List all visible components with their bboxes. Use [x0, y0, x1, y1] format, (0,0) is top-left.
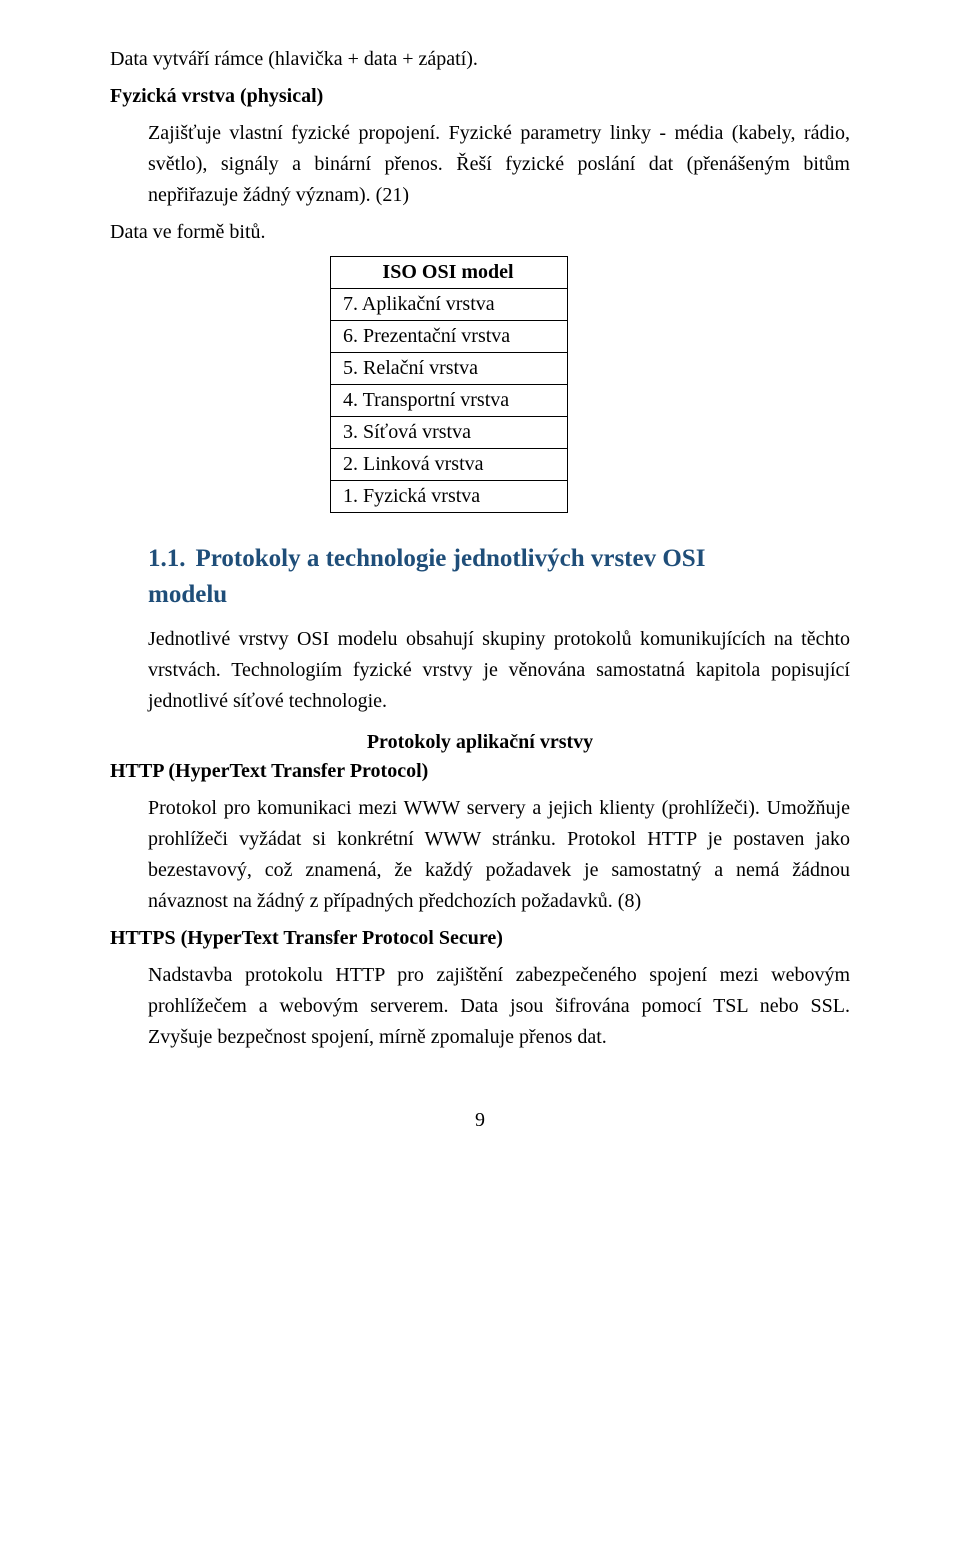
https-desc: Nadstavba protokolu HTTP pro zajištění z… [148, 960, 850, 1053]
physical-layer-heading: Fyzická vrstva (physical) [110, 81, 850, 112]
osi-row-5: 5. Relační vrstva [331, 353, 568, 385]
osi-row-6: 6. Prezentační vrstva [331, 321, 568, 353]
section-heading-1-1: 1.1. Protokoly a technologie jednotlivých… [148, 541, 850, 614]
https-name: HTTPS (HyperText Transfer Protocol Secur… [110, 923, 850, 954]
osi-row-3: 3. Síťová vrstva [331, 417, 568, 449]
physical-layer-desc-1: Zajišťuje vlastní fyzické propojení. Fyz… [148, 118, 850, 211]
intro-line-1: Data vytváří rámce (hlavička + data + zá… [110, 44, 850, 75]
section-intro-paragraph: Jednotlivé vrstvy OSI modelu obsahují sk… [148, 624, 850, 717]
osi-row-7: 7. Aplikační vrstva [331, 289, 568, 321]
heading-number: 1.1. [148, 541, 186, 577]
osi-model-table: ISO OSI model 7. Aplikační vrstva 6. Pre… [330, 256, 568, 513]
app-layer-protocols-heading: Protokoly aplikační vrstvy [110, 731, 850, 754]
osi-row-2: 2. Linková vrstva [331, 449, 568, 481]
osi-row-1: 1. Fyzická vrstva [331, 481, 568, 513]
page-number: 9 [110, 1109, 850, 1132]
osi-row-4: 4. Transportní vrstva [331, 385, 568, 417]
osi-table-title: ISO OSI model [331, 257, 568, 289]
http-name: HTTP (HyperText Transfer Protocol) [110, 756, 850, 787]
heading-title-line2: modelu [148, 581, 227, 608]
http-desc: Protokol pro komunikaci mezi WWW servery… [148, 793, 850, 917]
heading-title-line1: Protokoly a technologie jednotlivých vrs… [196, 545, 706, 572]
physical-layer-desc-2: Data ve formě bitů. [110, 217, 850, 248]
